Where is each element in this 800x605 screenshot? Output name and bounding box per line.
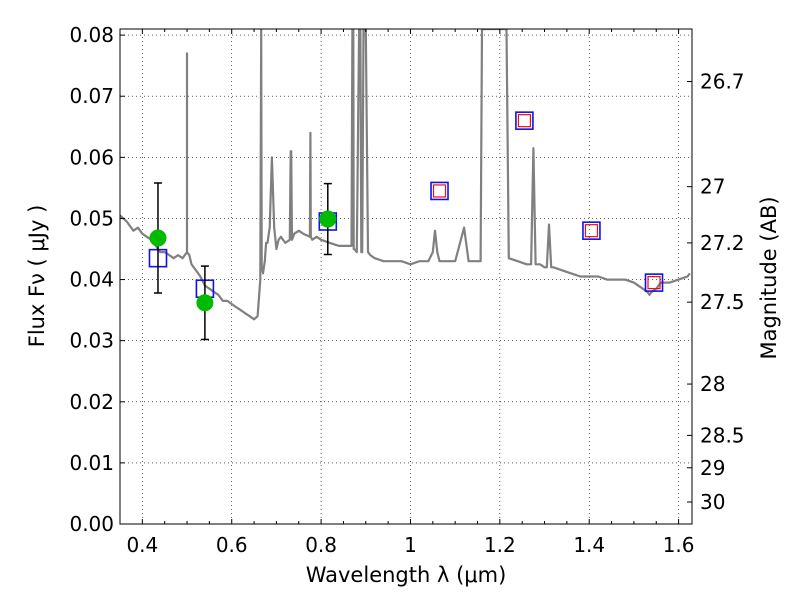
x-tick-label: 1.2 xyxy=(484,533,516,557)
model-photometry-square xyxy=(644,273,664,292)
observed-point xyxy=(149,229,167,247)
observed-point xyxy=(196,294,214,312)
observed-point xyxy=(319,210,337,228)
y2-tick-label: 27.2 xyxy=(700,231,745,255)
x-tick-label: 1.4 xyxy=(573,533,605,557)
spectrum-line xyxy=(120,29,691,321)
y2-tick-label: 28 xyxy=(700,372,725,396)
photometry-square xyxy=(647,276,661,290)
x-axis-label: Wavelength λ (μm) xyxy=(306,563,507,587)
photometry-square xyxy=(517,114,532,128)
grid-lines xyxy=(120,29,692,524)
y-tick-label: 0.00 xyxy=(69,512,114,536)
y-axis-label: Flux Fν ( μJy ) xyxy=(25,205,49,348)
y2-tick-label: 28.5 xyxy=(700,423,745,447)
y2-tick-label: 30 xyxy=(700,490,725,514)
y-tick-label: 0.06 xyxy=(69,145,114,169)
y-tick-label: 0.08 xyxy=(69,23,114,47)
plot-frame xyxy=(119,28,693,525)
y-tick-label: 0.01 xyxy=(69,451,114,475)
y2-tick-label: 27 xyxy=(700,175,725,199)
y2-tick-label: 29 xyxy=(700,456,725,480)
photometry-layer xyxy=(148,111,664,341)
y2-tick-label: 26.7 xyxy=(700,70,745,94)
model-photometry-square xyxy=(515,111,534,130)
x-tick-label: 0.8 xyxy=(305,533,337,557)
spectrum-layer xyxy=(120,29,691,321)
y-tick-label: 0.04 xyxy=(69,268,114,292)
x-tick-label: 0.4 xyxy=(126,533,158,557)
y-tick-label: 0.07 xyxy=(69,84,114,108)
y-tick-label: 0.03 xyxy=(69,329,114,353)
photometry-square xyxy=(584,224,599,238)
y-tick-label: 0.05 xyxy=(69,206,114,230)
y-tick-label: 0.02 xyxy=(69,390,114,414)
axis-ticks: 0.4 0.6 0.8 1 1.2 1.4 1.6 0.00 0.01 0.02 0.03 0.04 0… xyxy=(69,23,744,557)
model-photometry-square xyxy=(430,181,449,201)
x-tick-label: 0.6 xyxy=(216,533,248,557)
model-photometry-square xyxy=(582,221,601,240)
x-tick-label: 1 xyxy=(404,533,417,557)
photometry-square xyxy=(432,184,447,198)
y2-tick-label: 27.5 xyxy=(700,290,745,314)
y2-axis-label: Magnitude (AB) xyxy=(757,196,781,359)
x-tick-label: 1.6 xyxy=(663,533,695,557)
